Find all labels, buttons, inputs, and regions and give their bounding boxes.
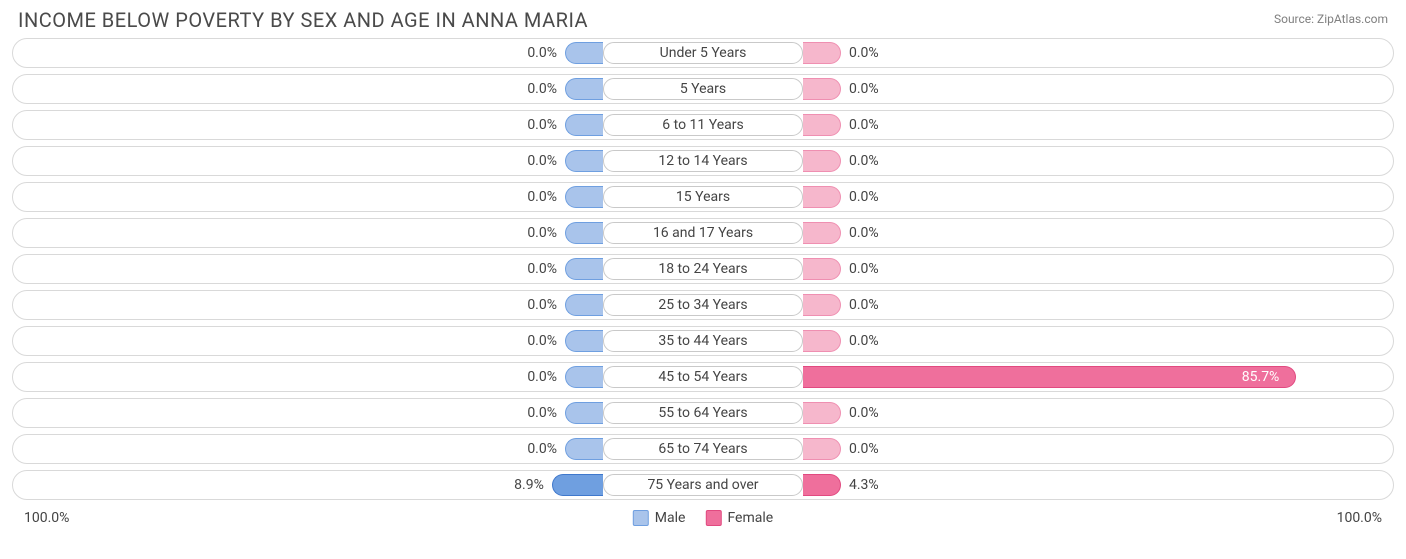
legend-item-female: Female	[705, 510, 773, 526]
male-bar	[565, 330, 603, 352]
female-pct-label: 0.0%	[849, 45, 879, 61]
female-bar	[803, 366, 1296, 388]
female-pct-label: 4.3%	[849, 477, 879, 493]
female-pct-label: 0.0%	[849, 117, 879, 133]
male-bar	[565, 294, 603, 316]
category-pill: 18 to 24 Years	[603, 258, 803, 280]
category-pill: Under 5 Years	[603, 42, 803, 64]
male-pct-label: 0.0%	[527, 369, 557, 385]
chart-area: 0.0%0.0%Under 5 Years0.0%0.0%5 Years0.0%…	[0, 36, 1406, 500]
chart-footer: 100.0% Male Female 100.0%	[0, 506, 1406, 548]
female-pct-label: 0.0%	[849, 189, 879, 205]
male-bar	[565, 114, 603, 136]
female-bar	[803, 78, 841, 100]
female-pct-label: 85.7%	[1242, 369, 1280, 385]
category-pill: 25 to 34 Years	[603, 294, 803, 316]
female-bar	[803, 222, 841, 244]
category-pill: 15 Years	[603, 186, 803, 208]
female-bar	[803, 114, 841, 136]
female-bar	[803, 186, 841, 208]
category-pill: 65 to 74 Years	[603, 438, 803, 460]
male-bar	[565, 42, 603, 64]
male-pct-label: 8.9%	[514, 477, 544, 493]
axis-right-label: 100.0%	[1337, 510, 1382, 526]
chart-header: INCOME BELOW POVERTY BY SEX AND AGE IN A…	[0, 0, 1406, 36]
category-pill: 45 to 54 Years	[603, 366, 803, 388]
female-pct-label: 0.0%	[849, 153, 879, 169]
data-row: 0.0% 0.0% 18 to 24 Years	[12, 254, 1394, 284]
category-pill: 35 to 44 Years	[603, 330, 803, 352]
category-pill: 75 Years and over	[603, 474, 803, 496]
male-pct-label: 0.0%	[527, 225, 557, 241]
data-row: 0.0% 0.0% 6 to 11 Years	[12, 110, 1394, 140]
category-pill: 16 and 17 Years	[603, 222, 803, 244]
female-swatch-icon	[705, 510, 721, 526]
female-bar	[803, 474, 841, 496]
chart-title: INCOME BELOW POVERTY BY SEX AND AGE IN A…	[18, 8, 588, 32]
female-bar	[803, 402, 841, 424]
male-bar	[565, 402, 603, 424]
category-pill: 5 Years	[603, 78, 803, 100]
data-row: 0.0% 0.0% 15 Years	[12, 182, 1394, 212]
female-pct-label: 0.0%	[849, 297, 879, 313]
male-pct-label: 0.0%	[527, 189, 557, 205]
male-bar	[565, 438, 603, 460]
male-pct-label: 0.0%	[527, 45, 557, 61]
female-bar	[803, 42, 841, 64]
male-bar	[565, 222, 603, 244]
category-pill: 55 to 64 Years	[603, 402, 803, 424]
female-bar	[803, 330, 841, 352]
female-bar	[803, 258, 841, 280]
legend-male-label: Male	[655, 510, 686, 526]
category-pill: 6 to 11 Years	[603, 114, 803, 136]
male-pct-label: 0.0%	[527, 117, 557, 133]
male-swatch-icon	[633, 510, 649, 526]
female-pct-label: 0.0%	[849, 81, 879, 97]
male-bar	[565, 150, 603, 172]
female-pct-label: 0.0%	[849, 225, 879, 241]
male-pct-label: 0.0%	[527, 333, 557, 349]
data-row: 0.0% 0.0% 16 and 17 Years	[12, 218, 1394, 248]
female-bar	[803, 150, 841, 172]
data-row: 0.0% 0.0% 5 Years	[12, 74, 1394, 104]
male-pct-label: 0.0%	[527, 153, 557, 169]
data-row: 0.0% 0.0% 25 to 34 Years	[12, 290, 1394, 320]
category-pill: 12 to 14 Years	[603, 150, 803, 172]
male-bar	[565, 366, 603, 388]
chart-source: Source: ZipAtlas.com	[1274, 12, 1388, 26]
legend-item-male: Male	[633, 510, 686, 526]
legend: Male Female	[633, 510, 773, 526]
female-bar	[803, 294, 841, 316]
female-bar	[803, 438, 841, 460]
male-bar	[552, 474, 603, 496]
male-bar	[565, 258, 603, 280]
male-pct-label: 0.0%	[527, 297, 557, 313]
data-row: 0.0% 0.0% 35 to 44 Years	[12, 326, 1394, 356]
male-pct-label: 0.0%	[527, 261, 557, 277]
axis-left-label: 100.0%	[24, 510, 69, 526]
male-pct-label: 0.0%	[527, 81, 557, 97]
legend-female-label: Female	[727, 510, 773, 526]
data-row: 0.0% 0.0% Under 5 Years	[12, 38, 1394, 68]
male-pct-label: 0.0%	[527, 405, 557, 421]
data-row: 8.9% 4.3% 75 Years and over	[12, 470, 1394, 500]
female-pct-label: 0.0%	[849, 441, 879, 457]
data-row: 0.0% 0.0% 12 to 14 Years	[12, 146, 1394, 176]
male-bar	[565, 78, 603, 100]
male-bar	[565, 186, 603, 208]
female-pct-label: 0.0%	[849, 333, 879, 349]
male-pct-label: 0.0%	[527, 441, 557, 457]
female-pct-label: 0.0%	[849, 405, 879, 421]
data-row: 0.0% 85.7% 45 to 54 Years	[12, 362, 1394, 392]
female-pct-label: 0.0%	[849, 261, 879, 277]
data-row: 0.0% 0.0% 65 to 74 Years	[12, 434, 1394, 464]
data-row: 0.0% 0.0% 55 to 64 Years	[12, 398, 1394, 428]
